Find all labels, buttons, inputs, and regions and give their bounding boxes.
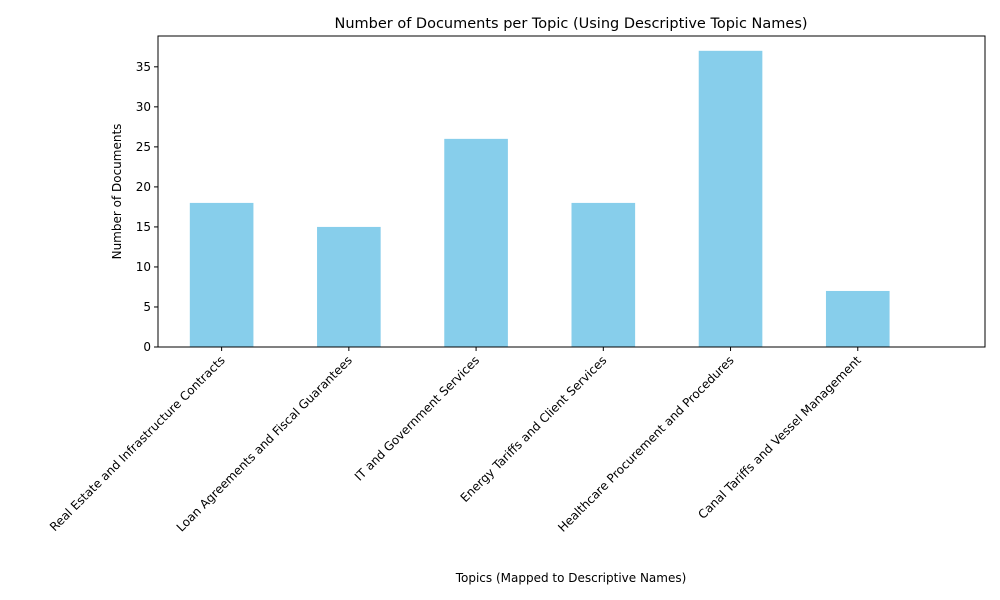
x-axis: Real Estate and Infrastructure Contracts… — [47, 347, 864, 535]
chart-title: Number of Documents per Topic (Using Des… — [334, 16, 807, 32]
y-axis-label: Number of Documents — [110, 124, 124, 260]
bar-0 — [189, 202, 254, 347]
y-tick-label-0: 0 — [143, 340, 151, 354]
y-tick-label-5: 25 — [136, 140, 151, 154]
y-axis: 0 5 10 15 20 25 30 35 — [136, 60, 158, 354]
bar-3 — [571, 202, 636, 347]
y-tick-label-7: 35 — [136, 60, 151, 74]
x-axis-label: Topics (Mapped to Descriptive Names) — [455, 571, 687, 585]
bars-layer — [189, 50, 890, 348]
y-tick-label-3: 15 — [136, 220, 151, 234]
bar-4 — [698, 50, 763, 348]
bar-5 — [825, 290, 890, 347]
bar-1 — [317, 226, 381, 347]
x-tick-label-3: Energy Tariffs and Client Services — [458, 353, 610, 505]
bar-2 — [444, 138, 508, 347]
y-tick-label-1: 5 — [143, 300, 151, 314]
x-tick-label-2: IT and Government Services — [352, 353, 482, 483]
y-tick-label-2: 10 — [136, 260, 151, 274]
y-tick-label-6: 30 — [136, 100, 151, 114]
y-tick-label-4: 20 — [136, 180, 151, 194]
plot-frame — [157, 35, 986, 348]
